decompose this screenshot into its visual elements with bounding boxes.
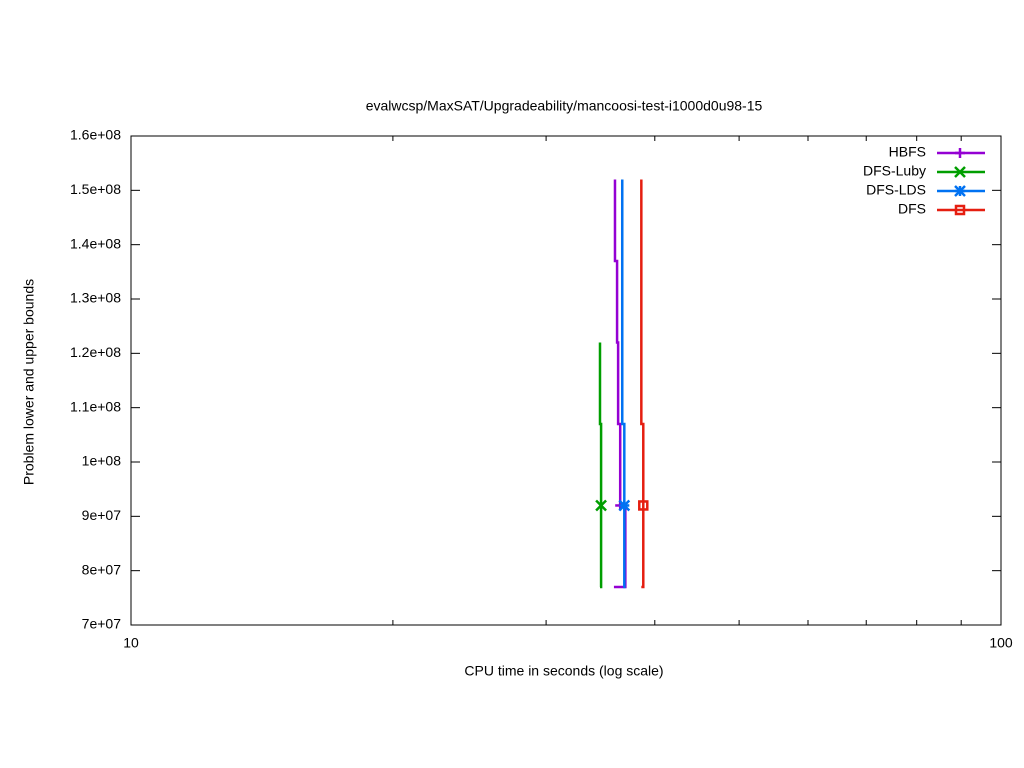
legend-label: DFS-Luby bbox=[863, 163, 926, 179]
y-tick-label: 1.3e+08 bbox=[70, 290, 121, 306]
x-axis-label: CPU time in seconds (log scale) bbox=[464, 663, 663, 679]
y-tick-label: 1.4e+08 bbox=[70, 235, 121, 251]
chart-title: evalwcsp/MaxSAT/Upgradeability/mancoosi-… bbox=[366, 98, 763, 114]
marker bbox=[955, 148, 965, 158]
y-axis-label: Problem lower and upper bounds bbox=[21, 279, 37, 485]
lower-bound-line bbox=[623, 505, 626, 589]
y-tick-label: 7e+07 bbox=[82, 616, 122, 632]
marker bbox=[954, 166, 966, 178]
y-tick-label: 1.1e+08 bbox=[70, 398, 121, 414]
upper-bound-line bbox=[598, 342, 603, 506]
lower-bound-line bbox=[599, 505, 603, 589]
marker bbox=[595, 499, 607, 512]
plot-border bbox=[130, 135, 1002, 626]
upper-bound-line bbox=[640, 179, 645, 506]
upper-bound-line bbox=[613, 179, 622, 506]
legend-label: DFS-LDS bbox=[866, 182, 926, 198]
legend-label: DFS bbox=[898, 201, 926, 217]
marker bbox=[954, 185, 966, 197]
lower-bound-line bbox=[641, 505, 645, 589]
marker bbox=[954, 204, 966, 216]
marker bbox=[618, 499, 631, 512]
x-tick-label: 100 bbox=[989, 635, 1013, 651]
y-tick-label: 9e+07 bbox=[82, 507, 122, 523]
y-tick-label: 1.6e+08 bbox=[70, 127, 121, 143]
upper-bound-line bbox=[621, 179, 626, 506]
legend-label: HBFS bbox=[889, 144, 926, 160]
y-tick-label: 1e+08 bbox=[82, 453, 122, 469]
y-tick-label: 8e+07 bbox=[82, 561, 122, 577]
x-tick-label: 10 bbox=[123, 635, 139, 651]
y-tick-label: 1.5e+08 bbox=[70, 181, 121, 197]
marker bbox=[638, 500, 649, 511]
y-tick-label: 1.2e+08 bbox=[70, 344, 121, 360]
